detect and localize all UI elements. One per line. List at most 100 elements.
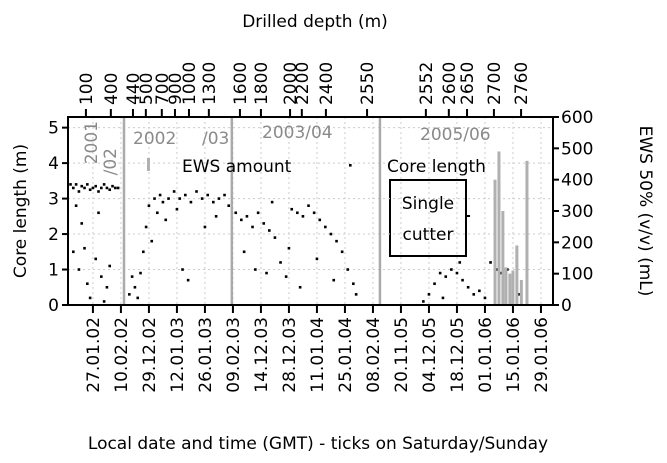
y-tick-label: 0 (48, 296, 59, 316)
point (130, 275, 134, 278)
point (128, 293, 131, 296)
point (438, 271, 442, 275)
point (242, 250, 246, 254)
y2-tick-label: 400 (561, 171, 593, 191)
point (158, 193, 162, 197)
point (94, 184, 98, 188)
point (206, 193, 210, 197)
point (352, 282, 355, 286)
point (441, 296, 445, 300)
point (167, 197, 170, 200)
point (461, 278, 464, 282)
point (483, 296, 487, 300)
point (270, 200, 274, 204)
point (517, 293, 520, 296)
x2-tick-label: 2200 (293, 62, 313, 105)
annotation: 2002 (133, 129, 176, 149)
x2-tick-label: 400 (102, 73, 122, 105)
x-tick-label: 18.12.05 (448, 317, 468, 393)
x-tick-label: 27.01.02 (84, 317, 104, 393)
y-tick-label: 2 (48, 225, 59, 245)
y2-tick-label: 600 (561, 108, 593, 128)
annotation: Single (402, 194, 454, 214)
point (74, 183, 78, 186)
point (156, 211, 159, 215)
x-tick-label: 26.01.03 (196, 317, 216, 393)
point (301, 215, 305, 218)
point (153, 197, 156, 200)
point (88, 296, 92, 300)
annotation: cutter (403, 225, 454, 245)
point (116, 186, 120, 190)
annotation: 2001 (82, 121, 102, 164)
point (83, 186, 86, 190)
point (214, 215, 218, 218)
x2-tick-label: 2760 (512, 62, 532, 105)
legend-label: Core length (387, 157, 486, 177)
ews-bar (504, 267, 508, 305)
point (340, 250, 344, 254)
y2-tick-label: 200 (561, 233, 593, 253)
ews-bar (515, 245, 519, 305)
point (296, 211, 299, 215)
x-tick-label: 29.12.02 (140, 317, 160, 393)
point (94, 257, 98, 261)
point (100, 186, 103, 190)
x-tick-label: 14.12.03 (252, 317, 272, 393)
point (178, 197, 182, 200)
x-tick-label: 04.12.05 (420, 317, 440, 393)
legend-label: EWS amount (182, 157, 292, 177)
point (212, 200, 215, 204)
point (181, 268, 184, 271)
point (144, 225, 148, 229)
x2-tick-label: 500 (137, 73, 157, 105)
point (175, 207, 179, 211)
x2-tick-label: 2550 (358, 62, 378, 105)
point (245, 215, 249, 218)
annotation: /03 (202, 129, 229, 149)
x2-axis-title: Drilled depth (m) (242, 12, 388, 32)
x2-tick-label: 2650 (458, 62, 478, 105)
point (189, 200, 193, 204)
point (172, 190, 176, 193)
x-tick-label: 01.01.06 (476, 317, 496, 393)
y2-tick-label: 0 (561, 296, 572, 316)
point (100, 275, 103, 278)
point (69, 183, 72, 186)
point (287, 246, 291, 250)
x2-tick-label: 2600 (440, 62, 460, 105)
x2-tick-label: 1000 (180, 62, 200, 105)
point (147, 204, 151, 207)
point (273, 236, 277, 239)
y-axis-title: Core length (m) (11, 144, 31, 278)
point (234, 211, 238, 215)
y2-tick-label: 300 (561, 202, 593, 222)
point (478, 289, 481, 293)
point (458, 261, 462, 264)
x2-tick-label: 2400 (317, 62, 337, 105)
x2-tick-label: 2552 (417, 62, 437, 105)
point (489, 261, 492, 264)
x-tick-label: 15.01.06 (504, 317, 524, 393)
point (114, 186, 117, 190)
point (262, 222, 266, 225)
ews-bar (497, 151, 501, 305)
point (200, 197, 204, 200)
point (108, 264, 112, 268)
x2-tick-label: 440 (124, 73, 144, 105)
y-tick-label: 3 (48, 190, 59, 210)
point (74, 204, 78, 207)
point (142, 250, 145, 254)
point (318, 218, 322, 222)
point (77, 268, 81, 271)
y2-axis-title: EWS 50% (v/v) (mL) (635, 126, 655, 297)
x-tick-label: 20.11.05 (392, 317, 412, 393)
point (161, 200, 165, 204)
x-tick-label: 11.01.04 (308, 317, 328, 393)
y-tick-label: 5 (48, 119, 59, 139)
point (279, 261, 282, 264)
x2-tick-label: 100 (77, 73, 97, 105)
point (72, 186, 75, 190)
x-tick-label: 12.01.03 (168, 317, 188, 393)
x-axis-title: Local date and time (GMT) - ticks on Sat… (88, 434, 548, 454)
